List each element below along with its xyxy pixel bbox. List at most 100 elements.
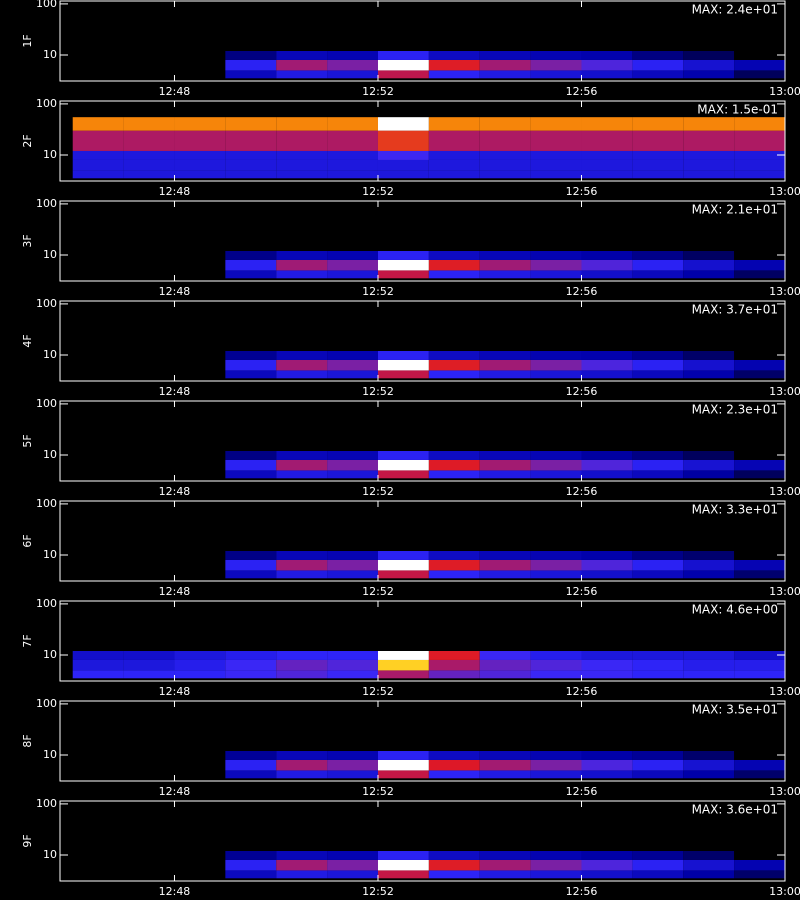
heatmap-cell	[428, 30, 480, 51]
heatmap-cell	[327, 150, 378, 160]
heatmap-cell	[72, 859, 124, 871]
heatmap-cell	[530, 870, 582, 879]
heatmap-cell	[225, 317, 277, 331]
heatmap-cell	[581, 730, 633, 751]
heatmap-cell	[734, 17, 785, 31]
heatmap-cell	[479, 670, 531, 679]
heatmap-cell	[683, 550, 735, 560]
heatmap-cell	[327, 430, 378, 451]
heatmap-cell	[479, 117, 531, 131]
heatmap-cell	[530, 359, 582, 371]
heatmap-cell	[683, 250, 735, 260]
heatmap-cell	[225, 170, 277, 179]
heatmap-cell	[327, 117, 378, 131]
heatmap-cell	[377, 470, 429, 479]
heatmap-cell	[225, 850, 277, 860]
heatmap-cell	[632, 530, 684, 551]
heatmap-cell	[72, 159, 124, 171]
heatmap-cell	[581, 570, 633, 579]
x-tick-label: 12:56	[566, 185, 598, 198]
heatmap-cell	[276, 730, 328, 751]
x-tick-label: 12:52	[362, 785, 394, 798]
heatmap-cell	[327, 317, 378, 331]
heatmap-cell	[632, 330, 684, 351]
heatmap-cell	[479, 70, 531, 79]
heatmap-cell	[225, 70, 277, 79]
x-tick-label: 13:00	[769, 485, 800, 498]
heatmap-cell	[734, 170, 785, 179]
heatmap-cell	[276, 470, 328, 479]
heatmap-cell	[327, 30, 378, 51]
heatmap-cell	[276, 317, 328, 331]
heatmap-cell	[72, 630, 124, 651]
heatmap-cell	[530, 430, 582, 451]
heatmap-cell	[123, 270, 175, 279]
x-tick-label: 12:56	[566, 785, 598, 798]
heatmap-cell	[530, 170, 582, 179]
heatmap-cell	[530, 659, 582, 671]
heatmap-cell	[276, 759, 328, 771]
heatmap-cell	[530, 517, 582, 531]
heatmap-cell	[683, 859, 735, 871]
heatmap-cell	[428, 817, 480, 831]
heatmap-cell	[683, 650, 735, 660]
heatmap-cell	[530, 259, 582, 271]
heatmap-cell	[479, 817, 531, 831]
heatmap-cell	[327, 230, 378, 251]
y-tick-label: 100	[36, 97, 57, 110]
heatmap-cell	[581, 230, 633, 251]
heatmap-cell	[72, 570, 124, 579]
heatmap-cell	[479, 630, 531, 651]
heatmap-cell	[734, 30, 785, 51]
heatmap-cell	[428, 659, 480, 671]
heatmap-cell	[479, 30, 531, 51]
heatmap-cell	[123, 817, 175, 831]
x-tick-label: 12:48	[159, 85, 191, 98]
heatmap-cell	[632, 730, 684, 751]
heatmap-cell	[734, 550, 785, 560]
x-tick-label: 12:56	[566, 285, 598, 298]
heatmap-cell	[734, 50, 785, 60]
heatmap-cell	[377, 70, 429, 79]
heatmap-cell	[377, 230, 429, 251]
heatmap-cell	[479, 150, 531, 160]
heatmap-cell	[683, 570, 735, 579]
heatmap-cell	[632, 159, 684, 171]
heatmap-cell	[683, 17, 735, 31]
y-axis-label: 6F	[21, 534, 34, 547]
x-tick-label: 13:00	[769, 385, 800, 398]
heatmap-cell	[581, 250, 633, 260]
heatmap-cell	[581, 530, 633, 551]
heatmap-cell	[123, 330, 175, 351]
x-tick-label: 12:48	[159, 585, 191, 598]
heatmap-cell	[683, 170, 735, 179]
heatmap-cell	[327, 330, 378, 351]
heatmap-cell	[428, 170, 480, 179]
heatmap-cell	[276, 830, 328, 851]
heatmap-cell	[72, 359, 124, 371]
heatmap-cell	[225, 330, 277, 351]
plot-frame	[59, 500, 786, 582]
heatmap-cell	[276, 359, 328, 371]
heatmap-cell	[276, 530, 328, 551]
heatmap-cell	[632, 430, 684, 451]
heatmap-cell	[174, 370, 226, 379]
heatmap-cell	[530, 217, 582, 231]
heatmap-cell	[225, 417, 277, 431]
heatmap-cell	[123, 717, 175, 731]
heatmap-cell	[530, 670, 582, 679]
heatmap-cell	[174, 259, 226, 271]
heatmap-cell	[377, 30, 429, 51]
heatmap-cell	[123, 850, 175, 860]
heatmap-cell	[683, 130, 735, 151]
heatmap-cell	[276, 330, 328, 351]
heatmap-cell	[479, 750, 531, 760]
heatmap-cell	[276, 170, 328, 179]
heatmap-cell	[72, 850, 124, 860]
heatmap-cell	[581, 550, 633, 560]
heatmap-cell	[581, 117, 633, 131]
heatmap-cell	[72, 730, 124, 751]
heatmap-cell	[428, 159, 480, 171]
heatmap-cell	[734, 650, 785, 660]
heatmap-cell	[72, 550, 124, 560]
